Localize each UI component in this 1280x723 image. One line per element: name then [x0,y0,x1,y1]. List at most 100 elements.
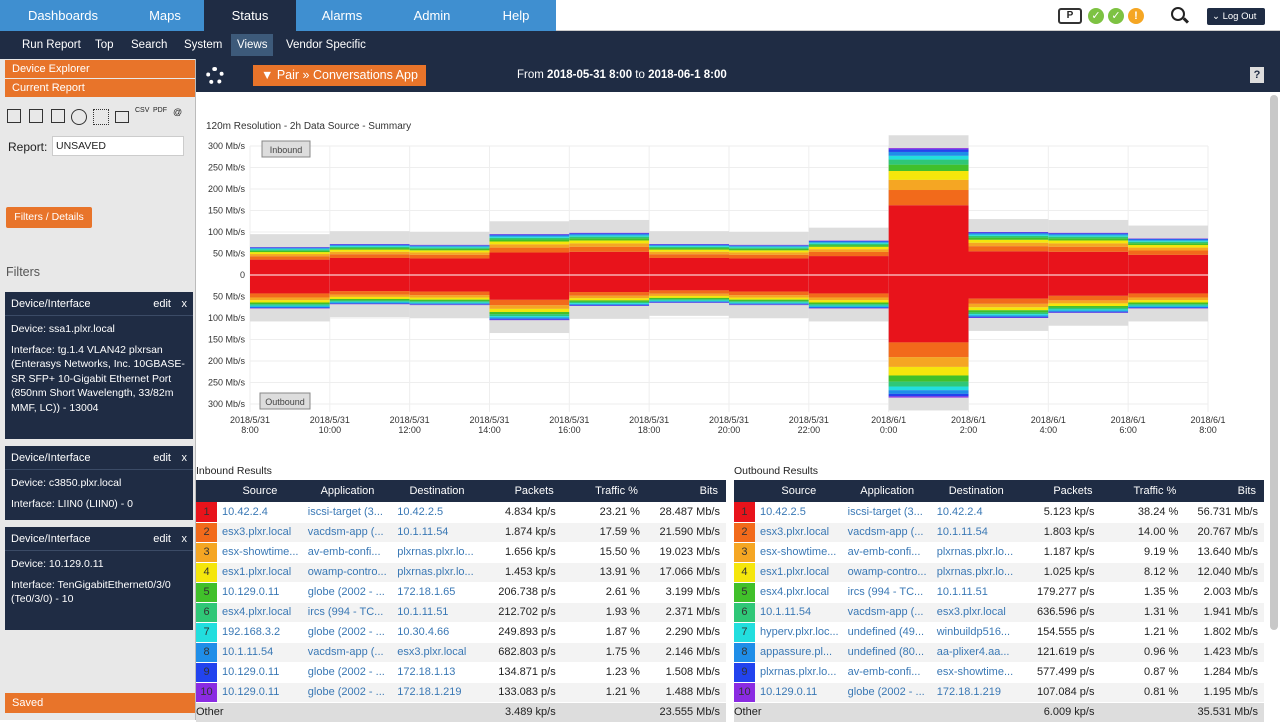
table-cell[interactable]: 10.30.4.66 [392,622,481,642]
table-cell[interactable]: 10.1.11.54 [755,602,843,622]
tab-maps[interactable]: Maps [126,0,204,31]
filters-details-button[interactable]: Filters / Details [6,207,92,228]
table-cell[interactable]: owamp-contro... [843,562,932,582]
current-report-bar[interactable]: Current Report [5,79,195,97]
table-cell[interactable]: 172.18.1.65 [392,582,481,602]
subnav-top[interactable]: Top [91,34,118,56]
pair-conversations-button[interactable]: ▼ Pair » Conversations App [253,65,426,86]
subnav-search[interactable]: Search [127,34,171,56]
table-cell[interactable]: plxrnas.plxr.lo... [932,562,1021,582]
table-cell[interactable]: aa-plixer4.aa... [932,642,1021,662]
table-cell[interactable]: esx3.plxr.local [217,522,303,542]
column-header[interactable]: Application [303,480,392,502]
table-cell[interactable]: 10.42.2.5 [755,502,843,522]
table-cell[interactable]: globe (2002 - ... [843,682,932,702]
email-icon[interactable]: @ [173,107,182,117]
grid-icon[interactable] [93,109,109,125]
subnav-views[interactable]: Views [231,34,273,56]
edit-link[interactable]: edit [153,527,171,551]
table-cell[interactable]: 10.1.11.54 [932,522,1021,542]
table-cell[interactable]: 10.42.2.5 [392,502,481,522]
column-header[interactable]: Packets [482,480,562,502]
scrollbar[interactable] [1270,95,1278,630]
table-cell[interactable]: 172.18.1.219 [392,682,481,702]
report-name-field[interactable]: UNSAVED [52,136,184,156]
table-cell[interactable]: appassure.pl... [755,642,843,662]
table-cell[interactable]: av-emb-confi... [303,542,392,562]
device-explorer-bar[interactable]: Device Explorer [5,60,195,78]
table-cell[interactable]: av-emb-confi... [843,542,932,562]
schedule-icon[interactable] [71,109,87,125]
column-header[interactable]: Packets [1021,480,1101,502]
edit-link[interactable]: edit [153,446,171,470]
table-cell[interactable]: plxrnas.plxr.lo... [392,542,481,562]
table-cell[interactable]: vacdsm-app (... [303,522,392,542]
tab-status[interactable]: Status [204,0,296,31]
subnav-system[interactable]: System [180,34,226,56]
column-header[interactable]: Bits [1184,480,1264,502]
table-cell[interactable]: 10.1.11.54 [217,642,303,662]
table-cell[interactable]: 172.18.1.219 [932,682,1021,702]
remove-filter-icon[interactable]: x [182,527,188,551]
column-header[interactable]: Traffic % [562,480,646,502]
table-cell[interactable]: vacdsm-app (... [843,602,932,622]
saved-bar[interactable]: Saved [5,693,195,713]
table-cell[interactable]: esx1.plxr.local [755,562,843,582]
gear-icon[interactable] [206,67,224,85]
column-header[interactable]: Bits [646,480,726,502]
column-header[interactable]: Destination [392,480,481,502]
edit-link[interactable]: edit [153,292,171,316]
table-cell[interactable]: hyperv.plxr.loc... [755,622,843,642]
pdf-icon[interactable]: PDF [153,107,167,114]
remove-filter-icon[interactable]: x [182,446,188,470]
new-icon[interactable] [7,109,21,123]
column-header[interactable]: Application [843,480,932,502]
logout-button[interactable]: ⌄ Log Out [1207,8,1265,25]
status-warning-icon[interactable]: ! [1128,8,1144,24]
table-cell[interactable]: winbuildp516... [932,622,1021,642]
remove-filter-icon[interactable]: x [182,292,188,316]
column-header[interactable]: Source [217,480,303,502]
table-cell[interactable]: esx-showtime... [755,542,843,562]
help-icon[interactable]: ? [1250,67,1264,83]
table-cell[interactable]: esx4.plxr.local [217,602,303,622]
table-cell[interactable]: globe (2002 - ... [303,682,392,702]
table-cell[interactable]: 192.168.3.2 [217,622,303,642]
table-cell[interactable]: 10.129.0.11 [217,582,303,602]
table-cell[interactable]: vacdsm-app (... [303,642,392,662]
table-cell[interactable]: owamp-contro... [303,562,392,582]
table-cell[interactable]: esx-showtime... [932,662,1021,682]
server-p-icon[interactable]: P [1058,8,1082,24]
table-cell[interactable]: 10.1.11.51 [932,582,1021,602]
table-cell[interactable]: 10.129.0.11 [217,682,303,702]
subnav-vendor-specific[interactable]: Vendor Specific [282,34,370,56]
csv-icon[interactable]: CSV [135,107,149,114]
save-icon[interactable] [29,109,43,123]
table-cell[interactable]: plxrnas.plxr.lo... [755,662,843,682]
table-cell[interactable]: plxrnas.plxr.lo... [392,562,481,582]
table-cell[interactable]: av-emb-confi... [843,662,932,682]
table-cell[interactable]: 10.129.0.11 [755,682,843,702]
status-ok-icon[interactable]: ✓ [1108,8,1124,24]
table-cell[interactable]: esx3.plxr.local [392,642,481,662]
table-cell[interactable]: plxrnas.plxr.lo... [932,542,1021,562]
tab-alarms[interactable]: Alarms [296,0,388,31]
status-ok-icon[interactable]: ✓ [1088,8,1104,24]
table-cell[interactable]: 10.1.11.54 [392,522,481,542]
table-cell[interactable]: 10.129.0.11 [217,662,303,682]
subnav-run-report[interactable]: Run Report [18,34,85,56]
table-cell[interactable]: esx3.plxr.local [755,522,843,542]
table-cell[interactable]: 172.18.1.13 [392,662,481,682]
table-cell[interactable]: esx3.plxr.local [932,602,1021,622]
